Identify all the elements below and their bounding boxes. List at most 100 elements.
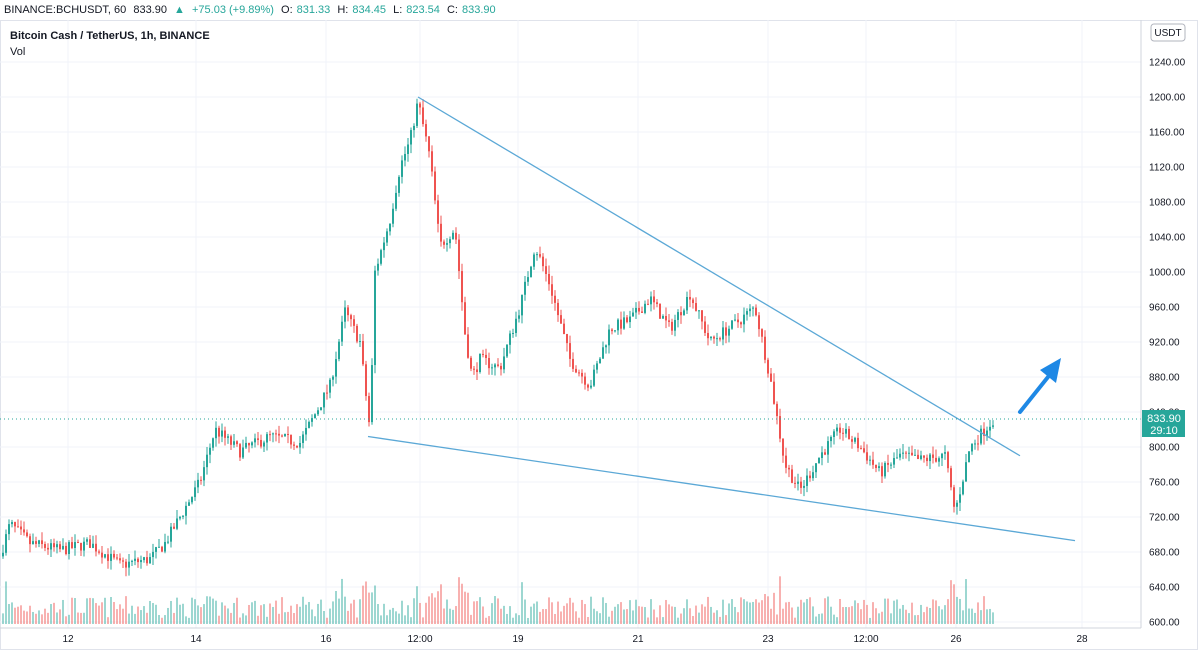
volume-bar: [305, 604, 307, 624]
candle-body: [974, 443, 976, 445]
volume-bar: [674, 606, 676, 624]
candle-body: [473, 368, 475, 370]
candle-body: [389, 223, 391, 232]
candle-body: [551, 284, 553, 296]
candle-body: [617, 319, 619, 331]
candle-body: [143, 557, 145, 561]
candle-body: [638, 307, 640, 312]
currency-badge[interactable]: USDT: [1150, 23, 1186, 42]
y-tick-label: 680.00: [1149, 548, 1180, 559]
volume-bar: [371, 592, 373, 624]
candle-body: [980, 428, 982, 444]
volume-bar: [176, 597, 178, 624]
candle-body: [305, 427, 307, 435]
volume-bar: [260, 605, 262, 624]
volume-bar: [500, 608, 502, 624]
volume-bar: [29, 605, 31, 624]
candle-body: [386, 231, 388, 243]
candle-body: [491, 367, 493, 369]
candle-body: [182, 515, 184, 517]
volume-bar: [776, 614, 778, 624]
volume-bar: [746, 601, 748, 624]
candle-body: [59, 544, 61, 550]
candle-body: [122, 560, 124, 562]
volume-bar: [155, 604, 157, 624]
volume-bar: [125, 596, 127, 624]
candle-body: [146, 557, 148, 564]
volume-bar: [758, 602, 760, 624]
candle-body: [485, 354, 487, 359]
volume-bar: [641, 606, 643, 624]
volume-bar: [299, 606, 301, 624]
volume-bar: [413, 598, 415, 624]
volume-bar: [911, 602, 913, 624]
volume-bar: [923, 612, 925, 624]
trendline: [367, 435, 1076, 542]
candle-body: [908, 452, 910, 454]
volume-bar: [554, 613, 556, 624]
candle-body: [236, 441, 238, 445]
time-axis[interactable]: 12 14 16 12:00 19 21 23 12:00 26 28: [62, 634, 1088, 645]
candle-body: [623, 317, 625, 329]
volume-bar: [884, 598, 886, 624]
volume-bar: [620, 602, 622, 624]
candle-body: [38, 540, 40, 544]
badge-countdown: 29:10: [1150, 425, 1178, 437]
volume-bar: [686, 599, 688, 624]
volume-bar: [740, 597, 742, 624]
candle-body: [272, 433, 274, 435]
candle-body: [854, 437, 856, 442]
volume-bar: [671, 606, 673, 624]
volume-bar: [95, 603, 97, 624]
volume-bar: [11, 602, 13, 624]
candle-body: [458, 239, 460, 272]
candle-body: [581, 372, 583, 377]
volume-bar: [32, 611, 34, 624]
volume-bar: [983, 596, 985, 624]
candle-body: [986, 430, 988, 436]
candle-body: [11, 522, 13, 525]
volume-bar: [143, 606, 145, 624]
candle-body: [185, 505, 187, 516]
candle-body: [350, 315, 352, 320]
candle-body: [362, 341, 364, 365]
volume-bar: [170, 600, 172, 624]
volume-bar: [731, 599, 733, 624]
volume-bar: [287, 611, 289, 624]
candle-body: [68, 542, 70, 555]
volume-bar: [755, 599, 757, 624]
volume-bar: [710, 606, 712, 624]
candle-body: [536, 254, 538, 256]
candle-body: [941, 453, 943, 459]
symbol-name[interactable]: BINANCE:BCHUSDT, 60: [4, 4, 127, 16]
candle-body: [140, 560, 142, 563]
candle-body: [512, 332, 514, 334]
candle-body: [254, 438, 256, 443]
candle-body: [128, 561, 130, 568]
volume-bar: [578, 617, 580, 624]
volume-bar: [563, 605, 565, 624]
volume-bar: [815, 616, 817, 624]
y-tick-label: 1120.00: [1149, 163, 1185, 174]
candle-body: [905, 452, 907, 454]
candle-body: [347, 307, 349, 316]
candle-body: [188, 502, 190, 506]
candle-body: [323, 392, 325, 408]
y-tick-label: 880.00: [1149, 373, 1180, 384]
candle-body: [206, 454, 208, 468]
volume-bar: [293, 613, 295, 624]
candle-body: [635, 307, 637, 313]
candle-body: [530, 266, 532, 278]
candle-body: [590, 385, 592, 388]
volume-bar: [425, 602, 427, 624]
price-axis[interactable]: 1240.00 1200.00 1160.00 1120.00 1080.00 1040.…: [1149, 58, 1186, 629]
candle-body: [977, 443, 979, 445]
candle-body: [47, 547, 49, 550]
candle-body: [701, 310, 703, 322]
candle-body: [932, 454, 934, 458]
candle-body: [674, 319, 676, 331]
candle-body: [887, 462, 889, 465]
volume-bar: [296, 604, 298, 624]
volume-bar: [56, 612, 58, 624]
